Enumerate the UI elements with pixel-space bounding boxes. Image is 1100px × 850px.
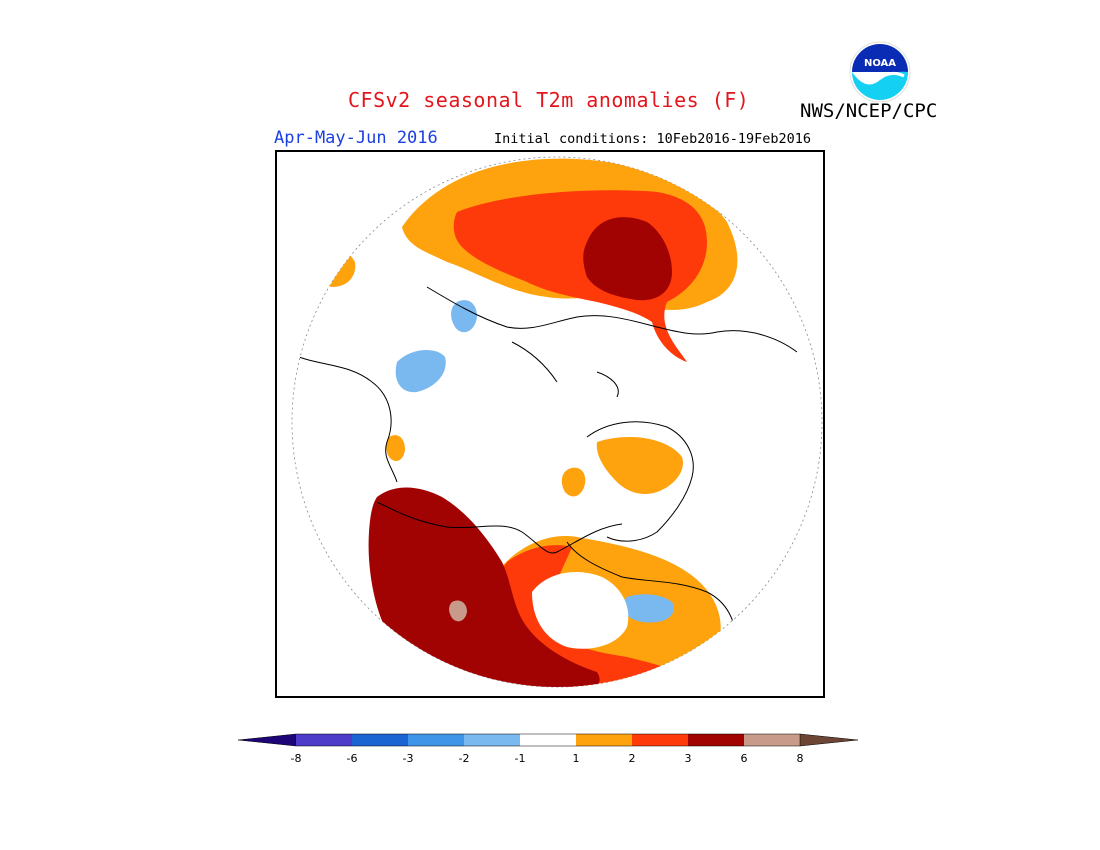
coastlines: [292, 286, 798, 643]
colorbar-tick: 1: [572, 752, 580, 765]
colorbar-below-min: [238, 733, 297, 747]
colorbar: [238, 733, 859, 747]
colorbar-tick: 2: [628, 752, 636, 765]
colorbar-tick: -1: [514, 752, 526, 765]
central-asia-cool-2: [395, 350, 446, 393]
eastern-canada-cool: [623, 594, 674, 623]
colorbar-tick: 3: [684, 752, 692, 765]
east-siberia-very-warm: [583, 217, 672, 301]
noaa-logo-icon: NOAA: [849, 41, 911, 103]
noaa-logo-text: NOAA: [864, 58, 896, 69]
colorbar-above-max: [799, 733, 859, 747]
scandinavia-warm: [386, 435, 405, 462]
colorbar-bin: [688, 734, 744, 746]
initial-conditions-label: Initial conditions: 10Feb2016-19Feb2016: [494, 131, 811, 147]
polar-map: [291, 156, 823, 688]
colorbar-bin: [408, 734, 464, 746]
greenland-warm: [596, 437, 683, 494]
colorbar-tick: 6: [740, 752, 748, 765]
central-asia-cool-1: [451, 300, 477, 333]
colorbar-bin: [744, 734, 800, 746]
colorbar-bin: [576, 734, 632, 746]
colorbar-bin: [520, 734, 576, 746]
baffin-warm: [561, 467, 586, 497]
colorbar-bin: [296, 734, 352, 746]
map-title: CFSv2 seasonal T2m anomalies (F): [348, 88, 750, 112]
rockies-extreme-warm: [449, 600, 467, 622]
season-label: Apr-May-Jun 2016: [274, 128, 438, 148]
central-canada-neutral: [532, 572, 629, 649]
colorbar-tick: -2: [458, 752, 470, 765]
colorbar-bin: [352, 734, 408, 746]
north-america-very-warm: [368, 487, 600, 687]
colorbar-tick: -8: [290, 752, 302, 765]
colorbar-tick: -6: [346, 752, 358, 765]
colorbar-tick: -3: [402, 752, 414, 765]
agency-label: NWS/NCEP/CPC: [800, 100, 938, 122]
colorbar-bin: [464, 734, 520, 746]
colorbar-bin: [632, 734, 688, 746]
map-panel: [275, 150, 825, 698]
colorbar-tick: 8: [796, 752, 804, 765]
